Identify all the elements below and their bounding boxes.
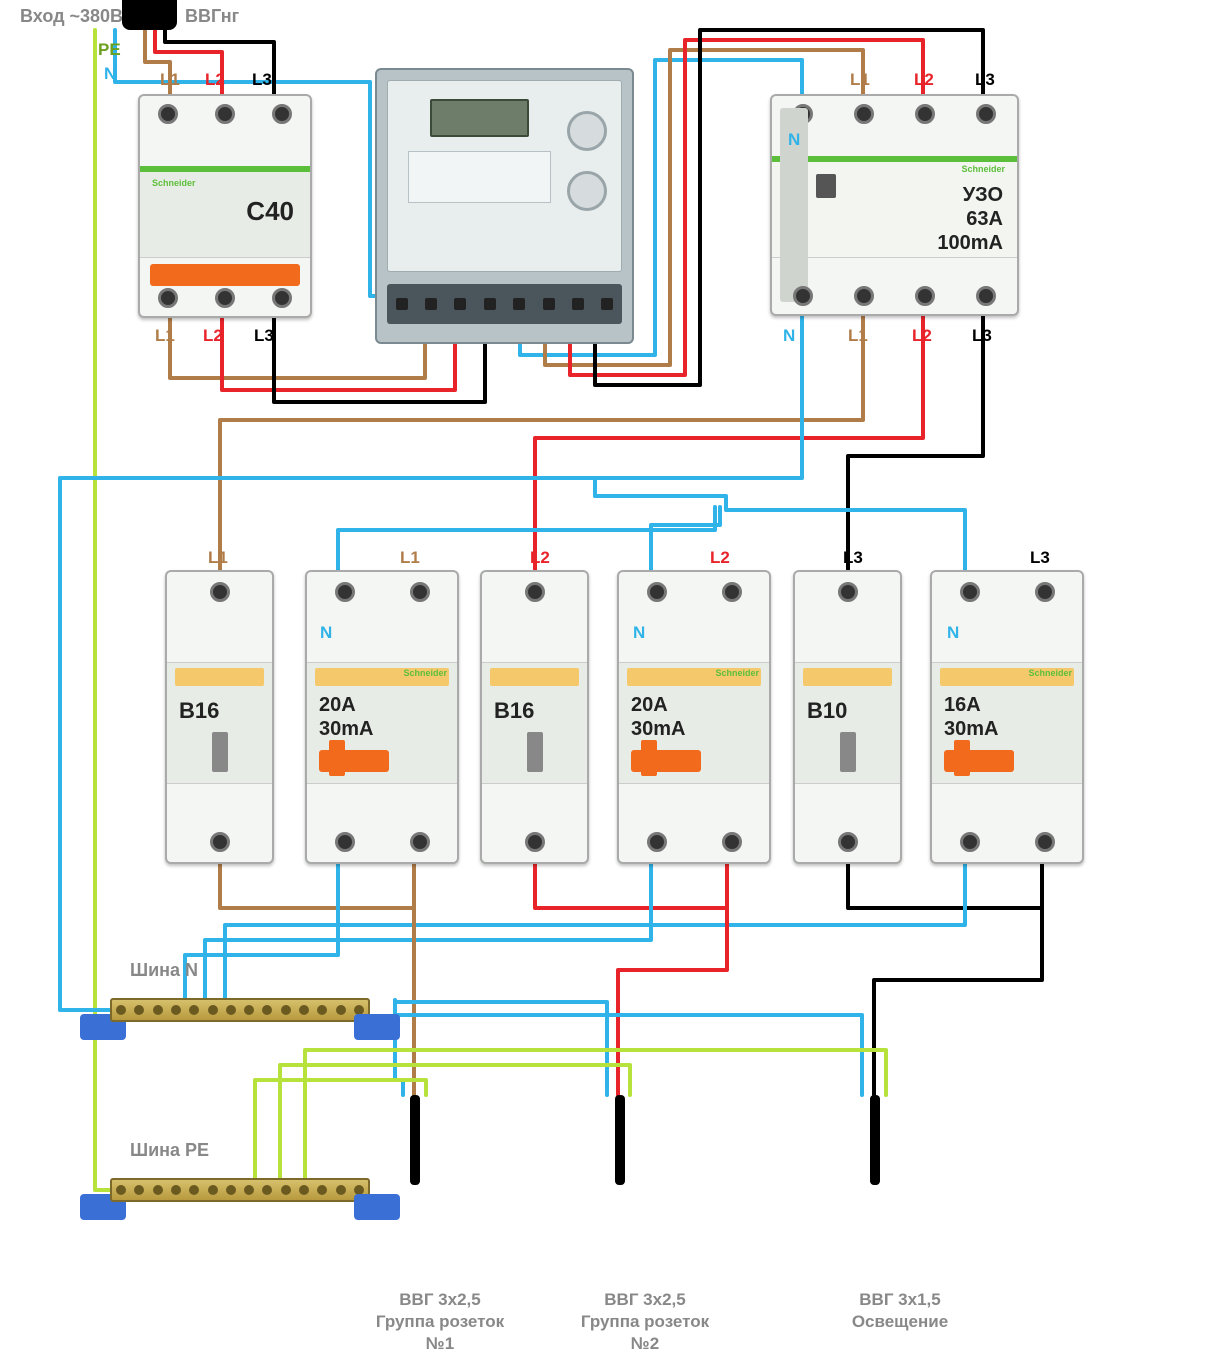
- wire-label: N: [947, 623, 959, 643]
- wire-label: L3: [975, 70, 995, 90]
- output-label: Освещение: [815, 1312, 985, 1332]
- busbar-pe: [80, 1160, 400, 1220]
- wire-label: L2: [205, 70, 225, 90]
- wire-label: L2: [530, 548, 550, 568]
- output-cable: [870, 1095, 880, 1185]
- brand-label: Schneider: [152, 178, 196, 188]
- main-breaker-rating: C40: [246, 196, 294, 227]
- wire-label: L1: [155, 326, 175, 346]
- wire-label: L1: [400, 548, 420, 568]
- meter-terminals: [387, 284, 622, 324]
- wire-label: L2: [912, 326, 932, 346]
- wire-label: L3: [252, 70, 272, 90]
- wire-label: N: [320, 623, 332, 643]
- input-cable-icon: [122, 0, 177, 30]
- wire-label: N: [104, 64, 116, 84]
- busbar-pe-label: Шина PE: [130, 1140, 209, 1161]
- busbar-n: [80, 980, 400, 1040]
- wire-label: L1: [160, 70, 180, 90]
- wire-label: N: [633, 623, 645, 643]
- output-label: №2: [560, 1334, 730, 1354]
- rcd-main: Schneider УЗО 63A 100mA: [770, 94, 1019, 316]
- wire-label: L1: [208, 548, 228, 568]
- cable-in-label: ВВГнг: [185, 6, 239, 27]
- output-label: ВВГ 3x2,5: [560, 1290, 730, 1310]
- wire-label: N: [788, 130, 800, 150]
- wire-label: L3: [1030, 548, 1050, 568]
- main-breaker-c40: Schneider C40: [138, 94, 312, 318]
- wire-label: L2: [710, 548, 730, 568]
- output-cable: [410, 1095, 420, 1185]
- rcd-main-line1: УЗО: [963, 184, 1003, 207]
- rcd-main-line2: 63A: [966, 208, 1003, 231]
- wire-label: L2: [914, 70, 934, 90]
- busbar-n-label: Шина N: [130, 960, 198, 981]
- wire-label: L3: [843, 548, 863, 568]
- wire-label: L3: [972, 326, 992, 346]
- rcd-main-line3: 100mA: [937, 232, 1003, 255]
- output-cable: [615, 1095, 625, 1185]
- input-label: Вход ~380В: [20, 6, 123, 27]
- output-label: Группа розеток: [355, 1312, 525, 1332]
- rcd-double: Schneider16A30mA: [930, 570, 1084, 864]
- output-label: Группа розеток: [560, 1312, 730, 1332]
- output-label: ВВГ 3x2,5: [355, 1290, 525, 1310]
- wire-label: PE: [98, 40, 121, 60]
- brand-label: Schneider: [961, 164, 1005, 174]
- mcb-single: B10: [793, 570, 902, 864]
- energy-meter: [375, 68, 634, 344]
- mcb-single: B16: [480, 570, 589, 864]
- wire-label: L1: [848, 326, 868, 346]
- rcd-double: Schneider20A30mA: [617, 570, 771, 864]
- wire-label: L2: [203, 326, 223, 346]
- mcb-single: B16: [165, 570, 274, 864]
- wire-label: L3: [254, 326, 274, 346]
- wire-label: L1: [850, 70, 870, 90]
- output-label: ВВГ 3x1,5: [815, 1290, 985, 1310]
- wire-label: N: [783, 326, 795, 346]
- output-label: №1: [355, 1334, 525, 1354]
- rcd-double: Schneider20A30mA: [305, 570, 459, 864]
